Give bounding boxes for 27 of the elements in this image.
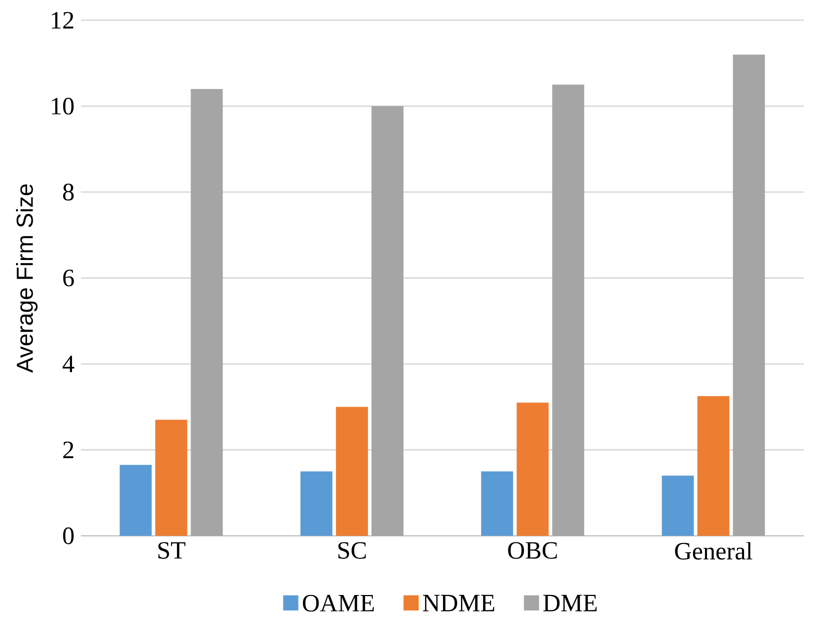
x-tick-label: General bbox=[675, 542, 752, 560]
legend-label: OAME bbox=[302, 594, 374, 612]
x-tick-label: ST bbox=[158, 542, 186, 559]
y-tick-label: 2 bbox=[63, 442, 74, 458]
bar bbox=[371, 106, 404, 536]
y-tick-label: 10 bbox=[52, 98, 74, 115]
legend-label: NDME bbox=[422, 594, 494, 612]
bar bbox=[662, 476, 694, 536]
bar bbox=[190, 88, 223, 536]
bar bbox=[552, 84, 584, 536]
bar bbox=[155, 420, 188, 536]
y-axis-title: Average Firm Size bbox=[16, 184, 38, 373]
y-tick-label: 0 bbox=[63, 527, 74, 544]
bar bbox=[300, 471, 332, 536]
bar bbox=[481, 471, 514, 536]
y-tick-label: 4 bbox=[62, 356, 74, 372]
bar bbox=[697, 396, 730, 536]
y-tick-label: 12 bbox=[52, 12, 74, 28]
x-tick-label: SC bbox=[338, 542, 366, 559]
legend-label: DME bbox=[543, 594, 597, 612]
bar bbox=[732, 54, 765, 536]
y-tick-label: 6 bbox=[63, 270, 74, 286]
bar bbox=[120, 464, 152, 536]
x-tick-label: OBC bbox=[508, 542, 557, 559]
bar bbox=[336, 406, 368, 536]
y-tick-label: 8 bbox=[63, 184, 74, 200]
bar bbox=[516, 402, 549, 536]
